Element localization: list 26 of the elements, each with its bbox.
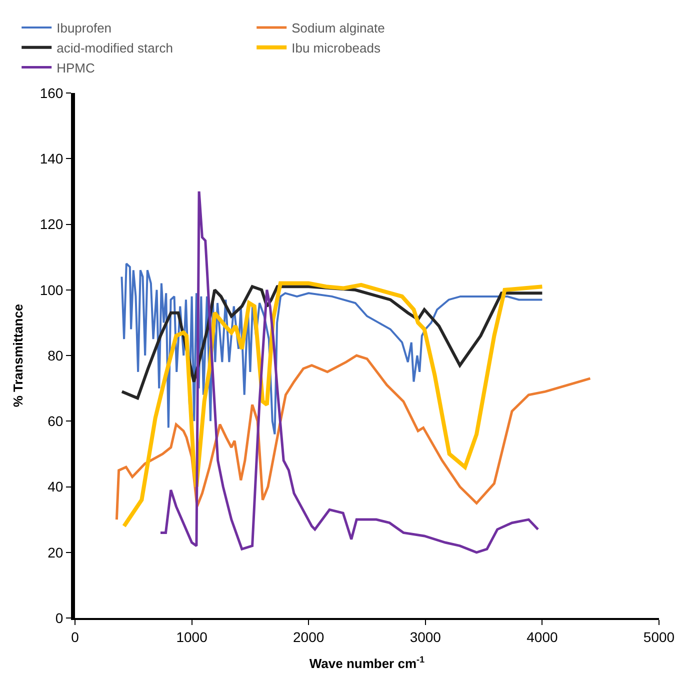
line-series xyxy=(159,190,540,554)
y-tick-label: 100 xyxy=(40,282,64,298)
x-tick-label: 3000 xyxy=(410,628,442,645)
x-tick-label: 1000 xyxy=(176,628,208,645)
y-tick-label: 140 xyxy=(40,150,64,167)
legend-label: HPMC xyxy=(56,60,95,76)
x-tick-label: 2000 xyxy=(293,628,324,645)
y-tick-label: 0 xyxy=(55,610,64,626)
x-tick-label: 0 xyxy=(71,628,80,645)
x-axis-title: Wave number cm$^{-1}$ xyxy=(309,654,425,671)
y-tick-label: 160 xyxy=(40,84,64,101)
line-series xyxy=(122,281,544,528)
y-tick-label: 80 xyxy=(48,347,64,364)
x-tick-label: 4000 xyxy=(526,628,558,645)
legend-label: Sodium alginate xyxy=(292,20,385,36)
legend-label: acid-modified starch xyxy=(56,40,173,56)
legend-label: Ibuprofen xyxy=(56,20,112,36)
y-axis-title: % Transmittance xyxy=(10,304,26,408)
y-tick-label: 60 xyxy=(48,413,64,430)
y-tick-label: 20 xyxy=(48,544,64,560)
legend-label: Ibu microbeads xyxy=(292,40,381,56)
y-tick-label: 40 xyxy=(48,478,64,495)
line-series xyxy=(115,354,592,521)
line-series xyxy=(120,262,544,436)
x-tick-label: 5000 xyxy=(643,628,675,645)
y-tick-label: 120 xyxy=(40,216,64,232)
